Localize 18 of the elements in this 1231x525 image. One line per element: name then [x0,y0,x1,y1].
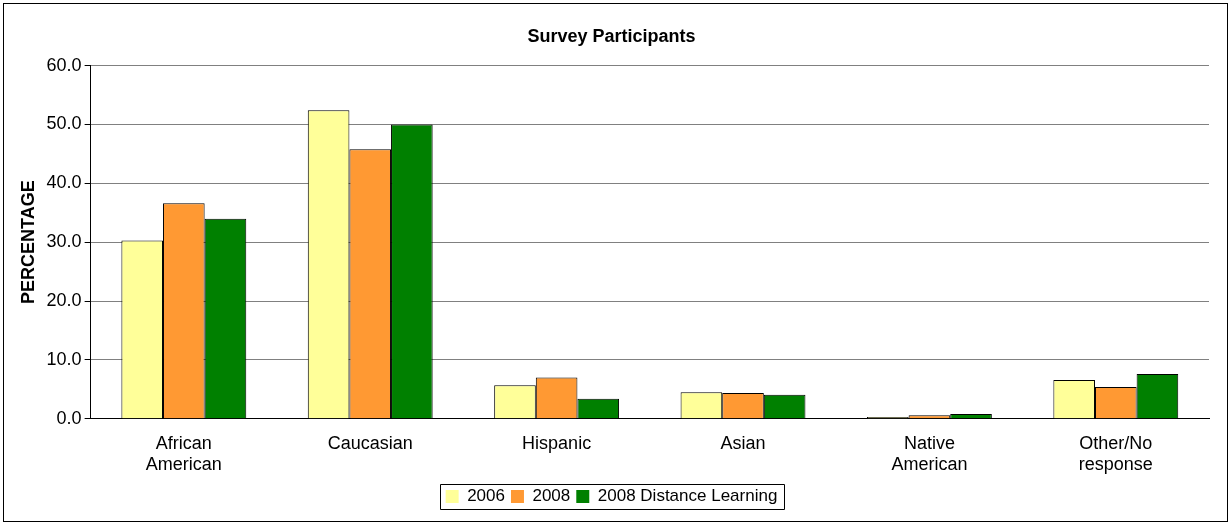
legend-label: 2006 [467,486,505,506]
legend-label: 2008 [532,486,571,506]
y-tick-label: 10.0 [46,348,82,369]
y-tick-label: 40.0 [46,172,82,193]
x-tick-label: Other/No response [1078,432,1153,475]
x-tick-label: Caucasian [327,432,413,453]
x-tick-label: African American [145,432,222,475]
y-tick-label: 50.0 [46,113,82,134]
y-tick-label: 60.0 [46,54,82,75]
x-tick-label: Hispanic [522,432,592,453]
y-tick-label: 30.0 [46,231,82,252]
x-tick-label: Native American [891,432,968,475]
x-tick-label: Asian [720,432,766,453]
chart-title: Survey Participants [527,25,696,46]
legend-label: 2008 Distance Learning [597,486,778,506]
y-tick-label: 0.0 [56,407,82,428]
y-tick-label: 20.0 [46,290,82,311]
y-axis-title: PERCENTAGE [17,180,38,305]
